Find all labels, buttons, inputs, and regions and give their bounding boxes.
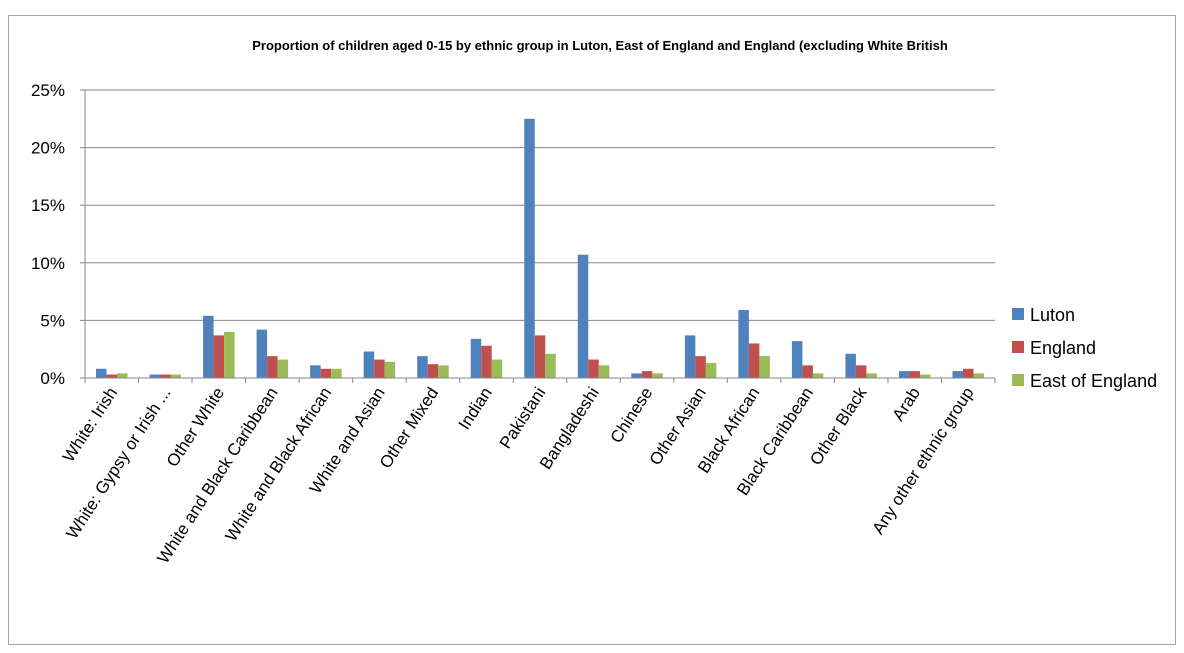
x-tick-label: Indian (455, 384, 496, 433)
bar-england-11 (695, 356, 706, 378)
y-tick-label: 0% (40, 369, 65, 388)
bars (96, 118, 984, 379)
bar-east-of-england-14 (866, 373, 877, 378)
bar-luton-13 (791, 341, 803, 378)
bar-england-16 (962, 368, 974, 378)
bar-east-of-england-10 (652, 373, 663, 378)
x-tick-label: Any other ethnic group (868, 384, 977, 538)
bar-england-0 (106, 374, 118, 378)
bar-east-of-england-8 (545, 353, 556, 378)
bar-east-of-england-11 (705, 363, 717, 378)
legend-label: England (1030, 338, 1096, 358)
bar-luton-4 (310, 365, 321, 378)
bar-luton-16 (952, 371, 963, 378)
y-tick-label: 5% (40, 311, 65, 330)
bar-east-of-england-15 (919, 374, 931, 378)
legend-swatch (1012, 374, 1024, 386)
bar-luton-2 (203, 315, 214, 378)
bar-england-6 (427, 364, 439, 378)
bar-luton-3 (256, 329, 268, 378)
bar-england-2 (213, 335, 225, 378)
legend-label: East of England (1030, 371, 1157, 391)
bar-luton-11 (684, 335, 696, 378)
bar-england-12 (748, 343, 760, 378)
bar-luton-10 (631, 373, 642, 378)
bar-luton-0 (96, 368, 107, 378)
bar-east-of-england-12 (759, 356, 770, 378)
bar-luton-7 (470, 338, 482, 378)
bar-east-of-england-0 (117, 373, 128, 378)
x-tick-label: White: Irish (59, 384, 121, 466)
bar-east-of-england-13 (812, 373, 824, 378)
bar-luton-6 (417, 356, 428, 378)
bar-england-15 (909, 371, 920, 378)
bar-england-9 (588, 359, 599, 378)
bar-luton-8 (524, 118, 535, 379)
bar-east-of-england-2 (224, 331, 235, 378)
y-tick-label: 15% (31, 196, 65, 215)
legend-swatch (1012, 341, 1024, 353)
legend-swatch (1012, 308, 1024, 320)
bar-east-of-england-4 (331, 368, 342, 378)
bar-england-4 (320, 368, 332, 378)
bar-luton-12 (738, 310, 749, 378)
bar-england-1 (160, 374, 171, 378)
bar-east-of-england-1 (170, 374, 182, 378)
y-tick-label: 10% (31, 254, 65, 273)
bar-england-14 (855, 365, 867, 378)
bar-england-3 (267, 356, 278, 378)
bar-luton-1 (149, 374, 161, 378)
gridlines (84, 89, 995, 379)
legend: Luton England East of England (1012, 305, 1157, 391)
chart-title: Proportion of children aged 0-15 by ethn… (252, 38, 948, 53)
y-tick-label: 25% (31, 81, 65, 100)
x-tick-label: Arab (889, 384, 924, 424)
bar-england-8 (534, 335, 546, 378)
x-tick-label: White: Gypsy or Irish ... (63, 384, 175, 543)
bar-luton-9 (577, 254, 589, 378)
x-tick-label: Other Black (806, 383, 871, 468)
y-axis-ticks: 0% 5% 10% 15% 20% 25% (31, 81, 85, 388)
y-tick-label: 20% (31, 139, 65, 158)
bar-england-13 (802, 365, 813, 378)
bar-england-5 (374, 359, 385, 378)
legend-label: Luton (1030, 305, 1075, 325)
bar-east-of-england-16 (973, 373, 984, 378)
x-tick-label: Chinese (607, 384, 657, 447)
bar-east-of-england-9 (598, 365, 610, 378)
x-tick-label: Pakistani (496, 384, 550, 452)
bar-england-10 (641, 371, 653, 378)
bar-east-of-england-7 (491, 359, 503, 378)
bar-luton-14 (845, 353, 856, 378)
bar-east-of-england-3 (277, 359, 289, 378)
bar-england-7 (481, 345, 492, 378)
bar-luton-5 (363, 351, 375, 378)
x-tick-label: White and Black African (222, 384, 336, 545)
bar-luton-15 (898, 371, 910, 378)
bar-east-of-england-6 (438, 365, 449, 378)
chart-frame (8, 15, 1176, 645)
bar-east-of-england-5 (384, 361, 396, 378)
